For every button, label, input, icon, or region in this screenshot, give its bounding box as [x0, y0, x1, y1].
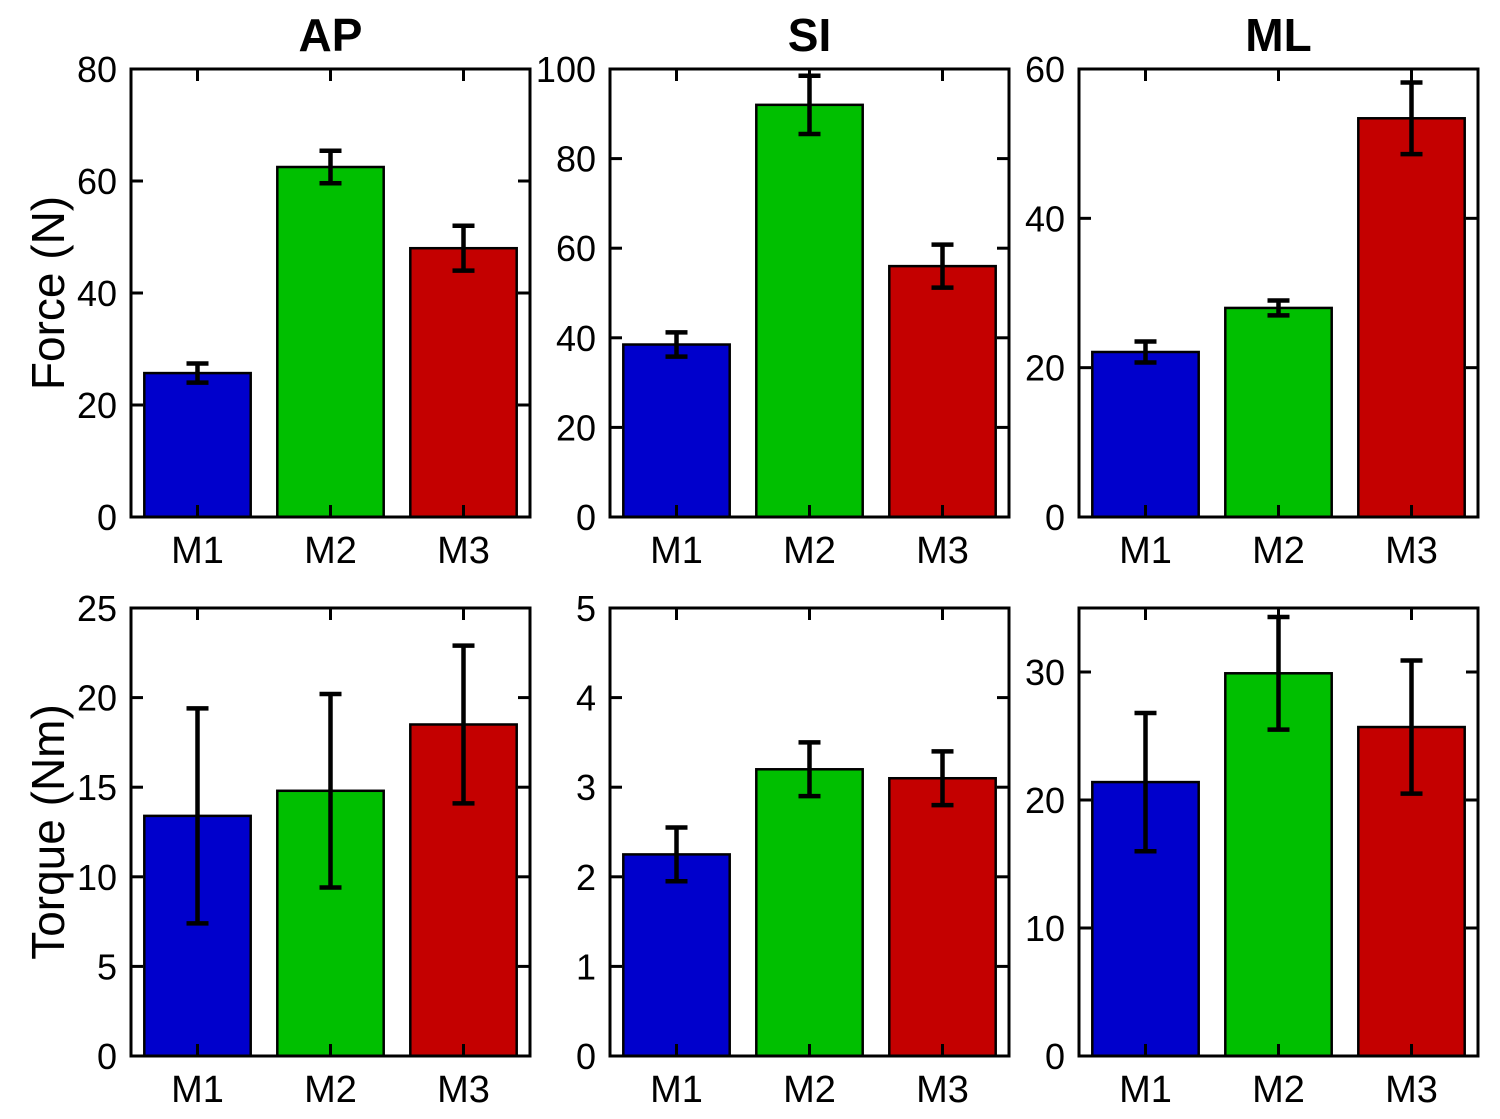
y-tick-label: 2 — [576, 857, 596, 898]
chart-title-force-ap: AP — [299, 9, 363, 61]
error-bar-force-ap-m2 — [319, 148, 342, 186]
error-bar-force-si-m3 — [931, 242, 954, 290]
y-tick-label: 5 — [97, 946, 117, 987]
y-tick-label: 80 — [77, 49, 117, 90]
y-tick-label: 0 — [97, 497, 117, 538]
chart-torque-si: 0 1 2 3 4 5 M1 M2 M3 — [576, 588, 1011, 1111]
bar-force-ap-m1 — [143, 371, 252, 519]
x-tick-label-m1: M1 — [650, 1069, 703, 1111]
y-tick-label: 20 — [556, 407, 596, 448]
y-tick-label: 80 — [556, 139, 596, 180]
error-bar-torque-ap-m3 — [452, 643, 475, 806]
x-tick-label-m3: M3 — [916, 530, 969, 572]
x-tick-label-m1: M1 — [650, 530, 703, 572]
x-tick-label-m1: M1 — [171, 1069, 224, 1111]
chart-title-force-si: SI — [788, 9, 831, 61]
y-tick-label: 0 — [1045, 1036, 1065, 1077]
y-tick-label: 0 — [576, 1036, 596, 1077]
error-bar-force-ap-m1 — [186, 361, 209, 385]
x-tick-label-m2: M2 — [304, 1069, 357, 1111]
error-bar-torque-si-m2 — [798, 740, 821, 799]
y-tick-label: 40 — [77, 273, 117, 314]
bar-force-si-m3 — [888, 264, 997, 519]
y-tick-label: 30 — [1025, 652, 1065, 693]
bar-torque-si-m2 — [755, 768, 864, 1058]
bar-force-ml-m3 — [1357, 117, 1466, 519]
y-tick-label: 5 — [576, 588, 596, 629]
y-tick-label: 0 — [576, 497, 596, 538]
chart-torque-ml: 0 10 20 30 M1 M2 M3 — [1025, 606, 1480, 1111]
y-tick-label: 40 — [556, 318, 596, 359]
x-tick-label-m2: M2 — [1252, 1069, 1305, 1111]
error-bar-torque-si-m3 — [931, 749, 954, 808]
bar-force-si-m1 — [622, 343, 731, 519]
error-bar-force-ml-m1 — [1134, 339, 1157, 365]
y-tick-label: 20 — [1025, 780, 1065, 821]
chart-title-force-ml: ML — [1245, 9, 1311, 61]
x-tick-label-m2: M2 — [304, 530, 357, 572]
y-tick-label: 0 — [97, 1036, 117, 1077]
y-tick-label: 10 — [77, 857, 117, 898]
y-tick-label: 10 — [1025, 908, 1065, 949]
error-bar-torque-ap-m1 — [186, 706, 209, 926]
bar-force-ml-m2 — [1224, 306, 1333, 519]
x-tick-label-m2: M2 — [783, 530, 836, 572]
y-axis-label-force-ap: Force (N) — [22, 196, 74, 390]
error-bar-torque-si-m1 — [665, 825, 688, 884]
x-tick-label-m2: M2 — [783, 1069, 836, 1111]
error-bar-force-ml-m3 — [1400, 80, 1423, 157]
y-tick-label: 15 — [77, 767, 117, 808]
y-tick-label: 1 — [576, 946, 596, 987]
bar-force-ap-m2 — [276, 165, 385, 519]
x-tick-label-m3: M3 — [437, 1069, 490, 1111]
bar-torque-ml-m2 — [1224, 672, 1333, 1058]
x-tick-label-m3: M3 — [916, 1069, 969, 1111]
x-tick-label-m3: M3 — [1385, 530, 1438, 572]
bar-torque-si-m1 — [622, 853, 731, 1058]
y-tick-label: 3 — [576, 767, 596, 808]
y-tick-label: 20 — [77, 678, 117, 719]
y-tick-label: 0 — [1045, 497, 1065, 538]
chart-force-ap: 0 20 40 60 80 M1 M2 M3 AP Force (N) — [22, 9, 532, 572]
x-tick-label-m3: M3 — [437, 530, 490, 572]
x-tick-label-m2: M2 — [1252, 530, 1305, 572]
error-bar-force-si-m1 — [665, 330, 688, 359]
bar-force-si-m2 — [755, 103, 864, 519]
bar-torque-si-m3 — [888, 776, 997, 1058]
chart-force-ml: 0 20 40 60 M1 M2 M3 ML — [1025, 9, 1480, 572]
error-bar-force-ml-m2 — [1267, 298, 1290, 318]
x-tick-label-m1: M1 — [1119, 1069, 1172, 1111]
error-bar-torque-ml-m1 — [1134, 710, 1157, 854]
bar-force-ml-m1 — [1091, 350, 1200, 519]
error-bar-torque-ml-m3 — [1400, 658, 1423, 796]
y-tick-label: 100 — [536, 49, 596, 90]
y-tick-label: 20 — [1025, 348, 1065, 389]
y-tick-label: 25 — [77, 588, 117, 629]
chart-force-si: 0 20 40 60 80 100 M1 M2 M3 SI — [536, 9, 1011, 572]
y-tick-label: 4 — [576, 678, 596, 719]
y-tick-label: 60 — [1025, 49, 1065, 90]
y-tick-label: 20 — [77, 385, 117, 426]
y-tick-label: 60 — [77, 161, 117, 202]
error-bar-torque-ap-m2 — [319, 691, 342, 890]
y-axis-label-torque-ap: Torque (Nm) — [22, 704, 74, 960]
error-bar-force-ap-m3 — [452, 223, 475, 273]
chart-torque-ap: 0 5 10 15 20 25 M1 M2 M3 Torque (Nm) — [22, 588, 532, 1111]
y-tick-label: 60 — [556, 228, 596, 269]
x-tick-label-m1: M1 — [171, 530, 224, 572]
y-tick-label: 40 — [1025, 198, 1065, 239]
bar-force-ap-m3 — [409, 246, 518, 519]
x-tick-label-m1: M1 — [1119, 530, 1172, 572]
x-tick-label-m3: M3 — [1385, 1069, 1438, 1111]
